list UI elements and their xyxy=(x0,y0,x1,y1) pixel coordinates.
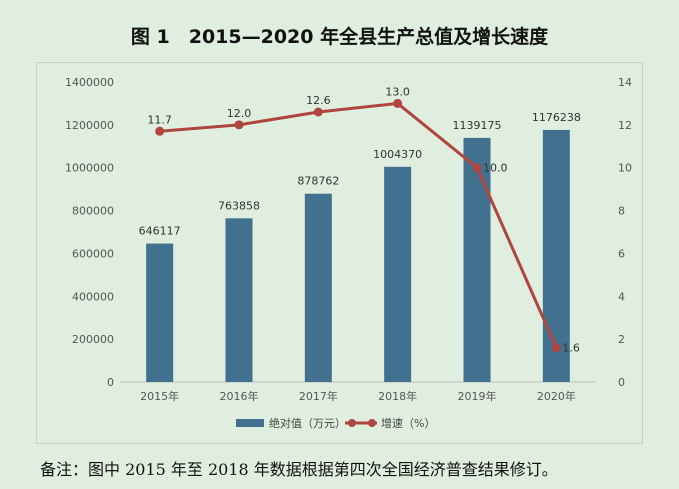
legend-line-label: 增速（%） xyxy=(381,416,435,430)
combo-chart: 0 200000 400000 600000 800000 1000000 1200000 1… xyxy=(65,76,632,430)
legend-bar-swatch xyxy=(236,419,264,427)
growth-point xyxy=(551,343,561,353)
growth-point xyxy=(393,98,403,108)
x-tick-label: 2016年 xyxy=(220,389,259,403)
line-data-label: 13.0 xyxy=(385,85,410,98)
chart-title: 图 1 2015—2020 年全县生产总值及增长速度 xyxy=(130,26,549,48)
y-left-tick-label: 0 xyxy=(107,376,114,389)
bar-data-label: 878762 xyxy=(297,175,339,188)
x-tick-label: 2015年 xyxy=(140,389,179,403)
line-data-label: 11.7 xyxy=(147,113,172,126)
y-right-tick-label: 12 xyxy=(618,119,632,132)
bar xyxy=(304,193,332,382)
x-tick-label: 2020年 xyxy=(537,389,576,403)
growth-line xyxy=(159,101,558,349)
y-left-tick-label: 600000 xyxy=(72,247,114,260)
bar xyxy=(463,137,491,382)
line-data-label: 1.6 xyxy=(562,342,580,355)
footnote: 备注：图中 2015 年至 2018 年数据根据第四次全国经济普查结果修订。 xyxy=(40,460,558,479)
y-right-tick-label: 6 xyxy=(618,247,625,260)
growth-point xyxy=(472,163,482,173)
growth-point xyxy=(155,126,165,136)
y-right-tick-label: 14 xyxy=(618,76,632,89)
y-left-tick-label: 1000000 xyxy=(65,162,114,175)
line-data-label: 12.6 xyxy=(306,94,331,107)
y-left-tick-label: 400000 xyxy=(72,290,114,303)
bar xyxy=(225,218,253,382)
growth-point xyxy=(313,107,323,117)
bar xyxy=(542,129,570,382)
bar xyxy=(384,166,412,382)
line-data-label: 10.0 xyxy=(483,162,508,175)
y-right-tick-label: 4 xyxy=(618,290,625,303)
y-left-tick-label: 800000 xyxy=(72,205,114,218)
legend-bar-label: 绝对值（万元） xyxy=(269,416,346,430)
y-right-tick-label: 2 xyxy=(618,333,625,346)
chart-frame xyxy=(36,62,643,444)
y-right-tick-label: 10 xyxy=(618,162,632,175)
legend-line-marker xyxy=(348,419,356,427)
y-left-tick-label: 200000 xyxy=(72,333,114,346)
line-data-label: 12.0 xyxy=(227,107,252,120)
bar xyxy=(146,243,174,382)
y-left-tick-label: 1200000 xyxy=(65,119,114,132)
y-left-tick-label: 1400000 xyxy=(65,76,114,89)
x-tick-label: 2018年 xyxy=(378,389,417,403)
bar-data-label: 646117 xyxy=(139,225,181,238)
x-tick-label: 2019年 xyxy=(458,389,497,403)
y-right-tick-label: 0 xyxy=(618,376,625,389)
legend-line-marker xyxy=(368,419,376,427)
growth-point xyxy=(234,120,244,130)
bar-data-label: 1176238 xyxy=(532,111,581,124)
y-right-tick-label: 8 xyxy=(618,205,625,218)
bar-data-label: 763858 xyxy=(218,199,260,212)
bar-data-label: 1004370 xyxy=(373,148,422,161)
x-tick-label: 2017年 xyxy=(299,389,338,403)
bar-data-label: 1139175 xyxy=(453,119,502,132)
